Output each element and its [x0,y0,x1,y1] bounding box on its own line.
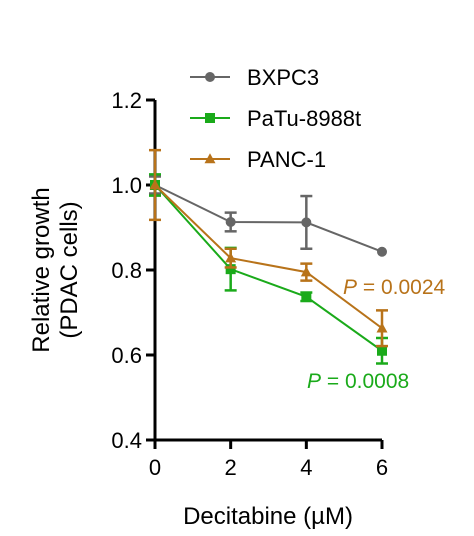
axes: 0.4 0.6 0.8 1.0 1.2 0 2 4 6 Decitabine (µM) Relati… [28,88,388,530]
p-value: = 0.0008 [321,370,409,393]
legend-item: PANC-1 [190,147,326,172]
data-point [376,322,388,333]
data-point [300,266,312,277]
series-patu-8988t [149,173,388,365]
y-tick-label: 0.4 [111,428,142,453]
legend-marker [204,153,216,164]
p-symbol: P [307,370,321,393]
data-point [377,246,387,257]
x-tick-label: 4 [300,455,312,480]
y-tick-label: 0.8 [111,258,142,283]
y-tick-label: 1.2 [111,88,142,113]
legend-label: PaTu-8988t [247,106,361,131]
x-tick-label: 0 [149,455,161,480]
y-axis-label-2: (PDAC cells) [56,201,83,338]
data-point [225,216,236,227]
p-value-annotation: P = 0.0008 [307,370,409,393]
data-point [377,345,387,356]
data-point [225,252,237,263]
y-tick-label: 1.0 [111,173,142,198]
legend-item: PaTu-8988t [190,106,361,131]
legend-marker [205,113,215,123]
legend-item: BXPC3 [190,65,319,90]
p-value: = 0.0024 [357,276,445,299]
x-tick-label: 2 [225,455,237,480]
legend-label: PANC-1 [247,147,326,172]
data-point [301,217,312,228]
series-panc-1 [149,148,388,348]
x-axis-label: Decitabine (µM) [183,503,353,530]
data-point [301,291,312,302]
data-point [149,179,161,190]
p-value-annotation: P = 0.0024 [343,276,445,299]
data-point [225,264,236,275]
series-line [154,184,383,253]
series-line [154,184,383,330]
y-tick-label: 0.6 [111,343,142,368]
legend-marker [205,72,215,82]
x-tick-label: 6 [376,455,388,480]
legend: BXPC3 PaTu-8988t PANC-1 [190,65,361,172]
legend-label: BXPC3 [247,65,319,90]
series-layer [149,148,388,365]
series-line [154,184,383,352]
p-symbol: P [343,276,357,299]
y-axis-label: Relative growth [28,187,55,352]
